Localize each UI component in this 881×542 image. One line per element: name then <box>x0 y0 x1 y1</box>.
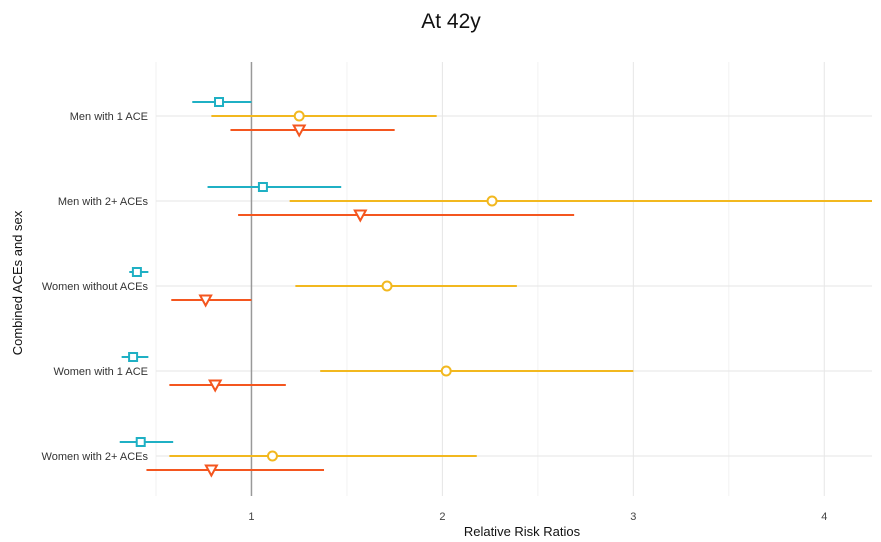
series-group <box>146 124 575 478</box>
category-label: Men with 1 ACE <box>70 111 148 123</box>
category-label: Women with 1 ACE <box>53 366 148 378</box>
series-group <box>169 110 872 462</box>
y-axis-title: Combined ACEs and sex <box>10 210 25 355</box>
point-estimate-square <box>214 97 225 107</box>
category-label: Women without ACEs <box>42 281 149 293</box>
series-group <box>119 97 342 447</box>
point-estimate-triangle <box>292 124 307 138</box>
x-tick-label: 1 <box>248 511 254 523</box>
category-label: Men with 2+ ACEs <box>58 196 149 208</box>
point-estimate-square <box>131 267 142 277</box>
x-tick-label: 2 <box>439 511 445 523</box>
point-estimate-triangle <box>353 209 368 223</box>
x-axis-title: Relative Risk Ratios <box>464 524 581 539</box>
chart-title: At 42y <box>421 10 481 33</box>
x-tick-label: 3 <box>630 511 636 523</box>
point-estimate-square <box>135 437 146 447</box>
point-estimate-circle <box>440 365 452 377</box>
category-label: Women with 2+ ACEs <box>42 451 149 463</box>
point-estimate-circle <box>486 195 498 207</box>
point-estimate-circle <box>381 280 393 292</box>
point-estimate-square <box>128 352 139 362</box>
label-layer: 1 2 3 4 Men with 1 ACE Men with 2+ ACEs Women … <box>42 111 828 523</box>
point-estimate-triangle <box>207 379 223 393</box>
series-layer <box>119 97 872 478</box>
point-estimate-triangle <box>204 464 219 478</box>
point-estimate-square <box>257 182 268 192</box>
x-tick-label: 4 <box>821 511 827 523</box>
point-estimate-circle <box>293 110 305 122</box>
point-estimate-circle <box>266 450 278 462</box>
grid-layer <box>155 62 872 496</box>
point-estimate-triangle <box>198 294 213 308</box>
